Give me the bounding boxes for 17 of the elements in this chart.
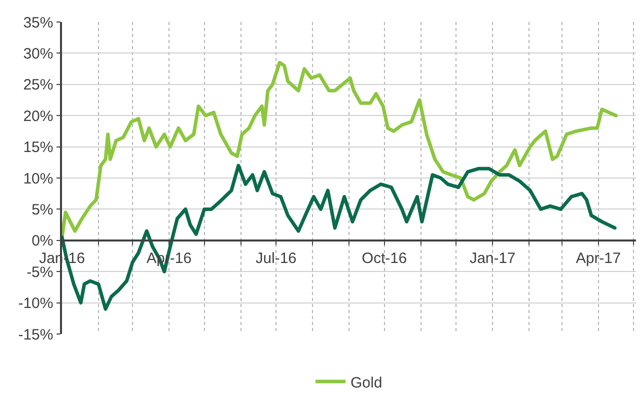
x-tick-label: Apr-17 bbox=[576, 250, 621, 268]
y-tick-label: 30% bbox=[23, 45, 54, 62]
y-tick-label: -5% bbox=[26, 264, 54, 281]
y-tick-label: -15% bbox=[18, 326, 54, 344]
x-tick-label: Jan-17 bbox=[470, 250, 516, 268]
x-tick-label: Oct-16 bbox=[362, 250, 407, 268]
line-series bbox=[62, 60, 618, 240]
x-tick-label: Jul-16 bbox=[256, 250, 296, 268]
y-tick-label: -10% bbox=[18, 295, 54, 312]
y-tick-label: 0% bbox=[32, 232, 54, 250]
legend-label: Gold bbox=[350, 374, 382, 392]
y-tick-label: 25% bbox=[23, 76, 54, 94]
y-tick-label: 35% bbox=[23, 14, 54, 32]
y-tick-label: 10% bbox=[23, 170, 54, 188]
y-tick-label: 20% bbox=[23, 108, 54, 125]
y-tick-label: 5% bbox=[32, 201, 54, 218]
y-tick-label: 15% bbox=[23, 139, 54, 156]
